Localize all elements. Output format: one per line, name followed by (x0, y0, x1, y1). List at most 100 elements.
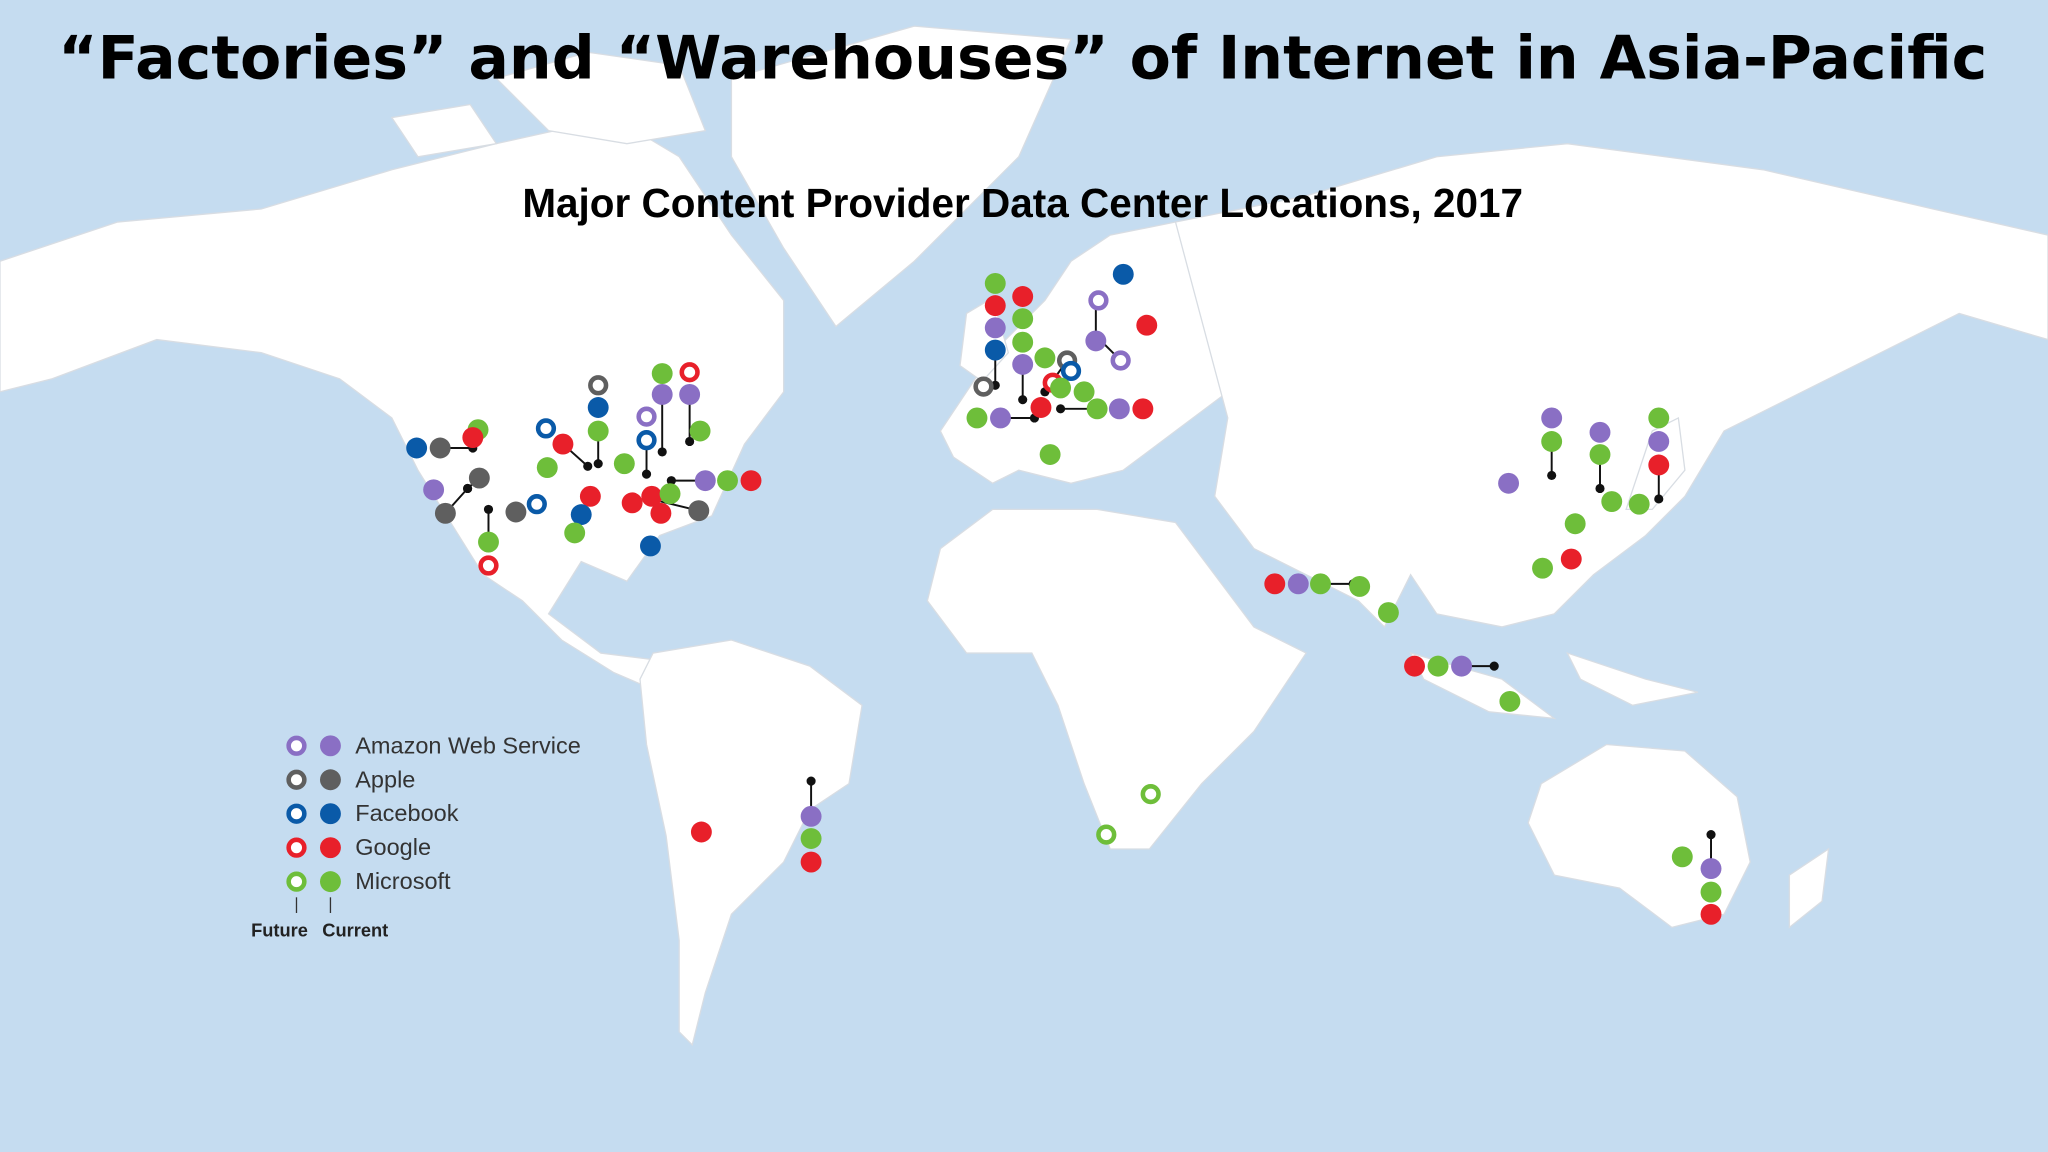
current-site (689, 420, 711, 442)
current-site (505, 501, 527, 523)
future-site (1110, 350, 1131, 371)
arctic-islands (390, 51, 707, 158)
current-site (1034, 347, 1056, 369)
current-site (690, 821, 712, 843)
connector-node (806, 776, 816, 786)
current-site (1073, 381, 1095, 403)
current-site (1377, 602, 1399, 624)
current-site (990, 407, 1011, 429)
current-site (1085, 330, 1107, 352)
current-site (1589, 421, 1611, 443)
current-site (800, 805, 822, 827)
current-site (641, 485, 663, 507)
islands (1409, 651, 1699, 720)
current-site (406, 437, 428, 459)
current-site (1349, 576, 1371, 597)
current-site (1136, 314, 1158, 336)
current-site (1050, 377, 1072, 399)
current-site (1112, 263, 1134, 285)
current-site (1012, 331, 1034, 353)
current-site (984, 272, 1006, 294)
legend: Future Current Amazon Web Service Apple Fa… (251, 732, 581, 940)
connector-node (641, 469, 652, 479)
current-site (1012, 308, 1034, 330)
future-site (1140, 784, 1161, 805)
connector-node (685, 436, 695, 447)
current-site (1601, 491, 1623, 512)
current-site (536, 457, 558, 479)
data-centers (406, 263, 1722, 925)
new-zealand (1788, 847, 1830, 929)
current-site (621, 492, 643, 514)
subtitle: Major Content Provider Data Center Locat… (522, 180, 1523, 226)
current-site (651, 384, 673, 405)
current-site (740, 470, 762, 492)
current-site (552, 433, 574, 455)
current-site (1700, 858, 1722, 880)
current-site (478, 531, 499, 553)
legend-label: Apple (355, 766, 415, 792)
connector-node (666, 476, 676, 486)
current-site (1648, 431, 1670, 452)
legend-label: Facebook (355, 800, 458, 826)
future-site (286, 769, 307, 790)
legend-label: Amazon Web Service (355, 732, 581, 758)
current-site (694, 470, 716, 492)
current-site (1030, 397, 1052, 418)
future-site (535, 418, 557, 439)
current-site (1012, 353, 1034, 375)
current-site (1039, 444, 1061, 465)
current-site (434, 502, 456, 524)
current-site (320, 803, 341, 825)
africa (926, 508, 1308, 850)
future-site (286, 837, 307, 858)
current-site (679, 384, 701, 405)
connector-node (1654, 494, 1664, 504)
current-site (1671, 846, 1693, 868)
future-site (636, 430, 657, 451)
future-site (286, 871, 307, 892)
current-site (984, 317, 1006, 339)
future-site (478, 555, 499, 576)
connector-node (1706, 830, 1716, 840)
current-site (640, 535, 661, 557)
current-site (587, 420, 609, 442)
current-site (1560, 548, 1582, 570)
current-site (1287, 573, 1309, 595)
current-site (1541, 407, 1563, 429)
connector-node (1595, 483, 1605, 494)
current-site (1012, 286, 1034, 307)
australia (1527, 743, 1751, 929)
current-site (1404, 655, 1425, 677)
current-site (800, 851, 822, 873)
future-site (973, 376, 994, 397)
current-site (1541, 431, 1563, 452)
connector-node (583, 461, 593, 471)
current-site (468, 467, 490, 489)
current-site (966, 407, 988, 429)
current-site (423, 479, 445, 501)
current-site (1700, 881, 1722, 903)
legend-future: Future (251, 919, 308, 940)
current-site (1628, 493, 1650, 515)
future-site (679, 362, 700, 383)
future-site (1060, 360, 1082, 382)
connector-node (1489, 661, 1499, 671)
future-site (286, 803, 307, 824)
connector-node (657, 447, 667, 457)
connector-node (593, 459, 603, 469)
current-site (688, 500, 710, 522)
current-site (579, 485, 601, 507)
current-site (1086, 398, 1108, 420)
future-site (636, 406, 657, 427)
title: “Factories” and “Warehouses” of Internet… (58, 23, 1987, 93)
connector-node (1056, 404, 1066, 414)
connector-node (1018, 395, 1028, 405)
current-site (1310, 573, 1331, 595)
legend-label: Google (355, 834, 431, 860)
current-site (320, 769, 341, 791)
current-site (429, 437, 451, 459)
current-site (800, 828, 822, 849)
greenland (730, 25, 1072, 328)
